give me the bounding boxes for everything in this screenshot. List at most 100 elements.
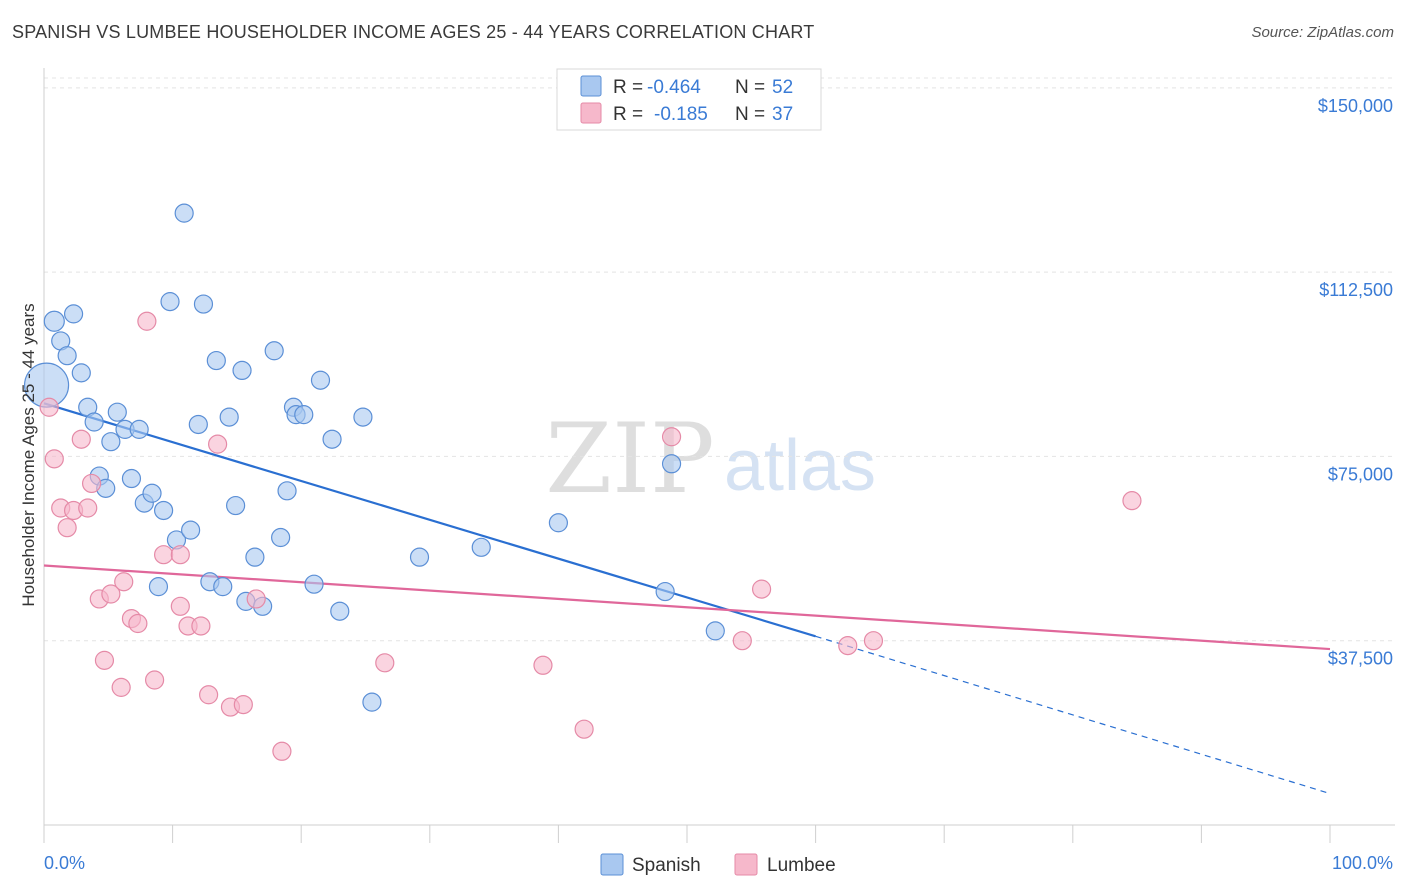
point-spanish: [129, 419, 149, 439]
point-spanish: [193, 294, 214, 314]
legend-r-label-lumbee: R =: [613, 104, 643, 125]
x-tick-label-max: 100.0%: [1332, 853, 1393, 873]
watermark-atlas: atlas: [724, 426, 876, 506]
point-lumbee: [111, 677, 131, 697]
point-lumbee: [246, 589, 266, 609]
point-spanish: [63, 304, 84, 324]
point-lumbee: [170, 596, 190, 616]
bottom-legend-swatch-lumbee: [734, 853, 758, 876]
point-spanish: [206, 350, 226, 371]
point-spanish: [43, 310, 65, 332]
legend-n-value-lumbee: 37: [772, 104, 793, 125]
point-spanish: [362, 692, 382, 712]
point-lumbee: [208, 434, 228, 454]
point-spanish: [353, 407, 373, 427]
point-spanish: [294, 405, 314, 425]
point-lumbee: [574, 719, 594, 739]
point-spanish: [232, 360, 252, 381]
point-lumbee: [39, 397, 59, 417]
point-spanish: [71, 363, 91, 383]
point-spanish: [548, 513, 569, 533]
bottom-legend-label-lumbee: Lumbee: [767, 855, 836, 876]
point-spanish: [101, 432, 121, 452]
point-spanish: [148, 577, 169, 597]
watermark-zip: ZIP: [545, 403, 714, 515]
point-spanish: [705, 621, 725, 641]
point-lumbee: [199, 685, 219, 705]
point-lumbee: [838, 636, 858, 656]
y-tick-label: $75,000: [1328, 464, 1393, 484]
point-spanish: [84, 412, 104, 432]
point-spanish: [107, 402, 127, 422]
bottom-legend-swatch-spanish: [600, 853, 624, 876]
point-spanish: [181, 520, 201, 540]
legend-r-value-spanish: -0.464: [647, 77, 701, 98]
source-label: Source: ZipAtlas.com: [1251, 24, 1394, 41]
y-tick-label: $150,000: [1318, 96, 1393, 116]
legend-r-value-lumbee: -0.185: [654, 104, 708, 125]
point-lumbee: [661, 427, 682, 447]
legend-box: R = -0.464 N = 52 R = -0.185 N = 37: [556, 68, 822, 131]
x-tick-label-min: 0.0%: [44, 853, 85, 873]
point-spanish: [245, 547, 265, 567]
point-spanish: [264, 341, 284, 361]
point-spanish: [213, 577, 233, 597]
point-spanish: [121, 468, 142, 489]
point-lumbee: [44, 449, 64, 469]
trend-line-spanish-projection: [815, 635, 1331, 795]
point-spanish: [226, 495, 246, 516]
point-lumbee: [533, 655, 553, 675]
data-points: [23, 203, 1142, 761]
legend-swatch-lumbee: [580, 102, 602, 124]
point-lumbee: [101, 584, 121, 604]
point-spanish: [277, 481, 297, 501]
trend-lines: [43, 402, 1331, 795]
point-spanish: [142, 483, 162, 503]
point-spanish: [57, 346, 77, 366]
point-spanish: [471, 537, 491, 557]
point-lumbee: [375, 653, 395, 673]
point-spanish: [188, 414, 208, 435]
point-lumbee: [57, 518, 77, 538]
point-lumbee: [233, 694, 253, 715]
point-spanish: [174, 203, 194, 223]
bottom-legend-label-spanish: Spanish: [632, 855, 701, 876]
point-spanish: [271, 527, 291, 548]
point-lumbee: [128, 613, 148, 634]
legend-r-label-spanish: R =: [613, 77, 643, 98]
point-lumbee: [81, 473, 102, 494]
point-lumbee: [153, 545, 174, 565]
point-spanish: [160, 292, 180, 312]
point-lumbee: [78, 498, 98, 518]
point-lumbee: [732, 631, 752, 651]
point-spanish: [661, 454, 682, 474]
point-spanish: [655, 581, 675, 602]
point-spanish: [330, 601, 350, 621]
y-tick-label: $112,500: [1319, 280, 1393, 300]
point-lumbee: [170, 545, 190, 565]
legend-n-label-spanish: N =: [735, 77, 765, 98]
point-lumbee: [94, 650, 115, 670]
point-lumbee: [191, 616, 211, 636]
point-spanish: [310, 370, 331, 390]
legend-n-label-lumbee: N =: [735, 104, 765, 125]
trend-line-lumbee: [43, 564, 1331, 651]
chart-title: SPANISH VS LUMBEE HOUSEHOLDER INCOME AGE…: [12, 22, 815, 42]
point-lumbee: [114, 572, 134, 592]
point-lumbee: [1122, 491, 1142, 511]
y-axis-label: Householder Income Ages 25 - 44 years: [19, 303, 38, 606]
y-tick-label: $37,500: [1328, 649, 1393, 669]
bottom-legend: Spanish Lumbee: [600, 853, 836, 876]
legend-swatch-spanish: [580, 75, 602, 97]
point-spanish: [304, 574, 324, 594]
legend-n-value-spanish: 52: [772, 77, 793, 98]
axes: [43, 68, 1395, 843]
point-lumbee: [71, 429, 91, 449]
trend-line-spanish: [43, 402, 816, 638]
point-spanish: [219, 407, 239, 427]
point-spanish: [322, 429, 342, 449]
point-lumbee: [272, 741, 292, 761]
point-lumbee: [751, 579, 772, 599]
point-spanish: [153, 500, 174, 521]
